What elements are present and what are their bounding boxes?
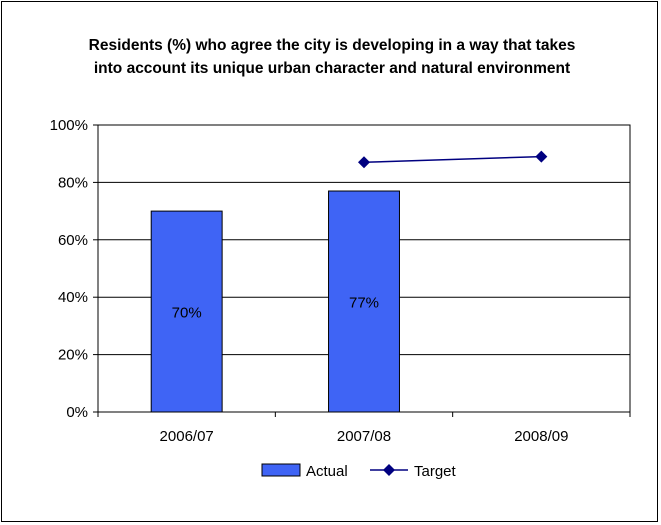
- target-marker: [535, 150, 548, 163]
- bar-actual: [328, 190, 400, 413]
- legend-swatch-actual: [261, 463, 301, 477]
- y-tick-label: 20%: [58, 347, 88, 364]
- legend-label-target: Target: [414, 463, 457, 480]
- y-tick-label: 40%: [58, 289, 88, 306]
- data-label: 70%: [172, 305, 202, 322]
- x-tick-label: 2008/09: [514, 428, 568, 445]
- y-tick-label: 60%: [58, 232, 88, 249]
- x-tick-label: 2006/07: [160, 428, 214, 445]
- bar-actual: [150, 210, 223, 413]
- y-tick-label: 0%: [66, 404, 88, 421]
- legend-label-actual: Actual: [306, 463, 348, 480]
- data-label: 77%: [349, 295, 379, 312]
- x-tick-label: 2007/08: [337, 428, 391, 445]
- y-tick-label: 80%: [58, 174, 88, 191]
- chart-title: Residents (%) who agree the city is deve…: [88, 37, 576, 77]
- y-tick-label: 100%: [50, 117, 88, 134]
- target-line: [363, 155, 542, 164]
- target-marker: [358, 156, 370, 169]
- legend-marker-target: [383, 464, 395, 476]
